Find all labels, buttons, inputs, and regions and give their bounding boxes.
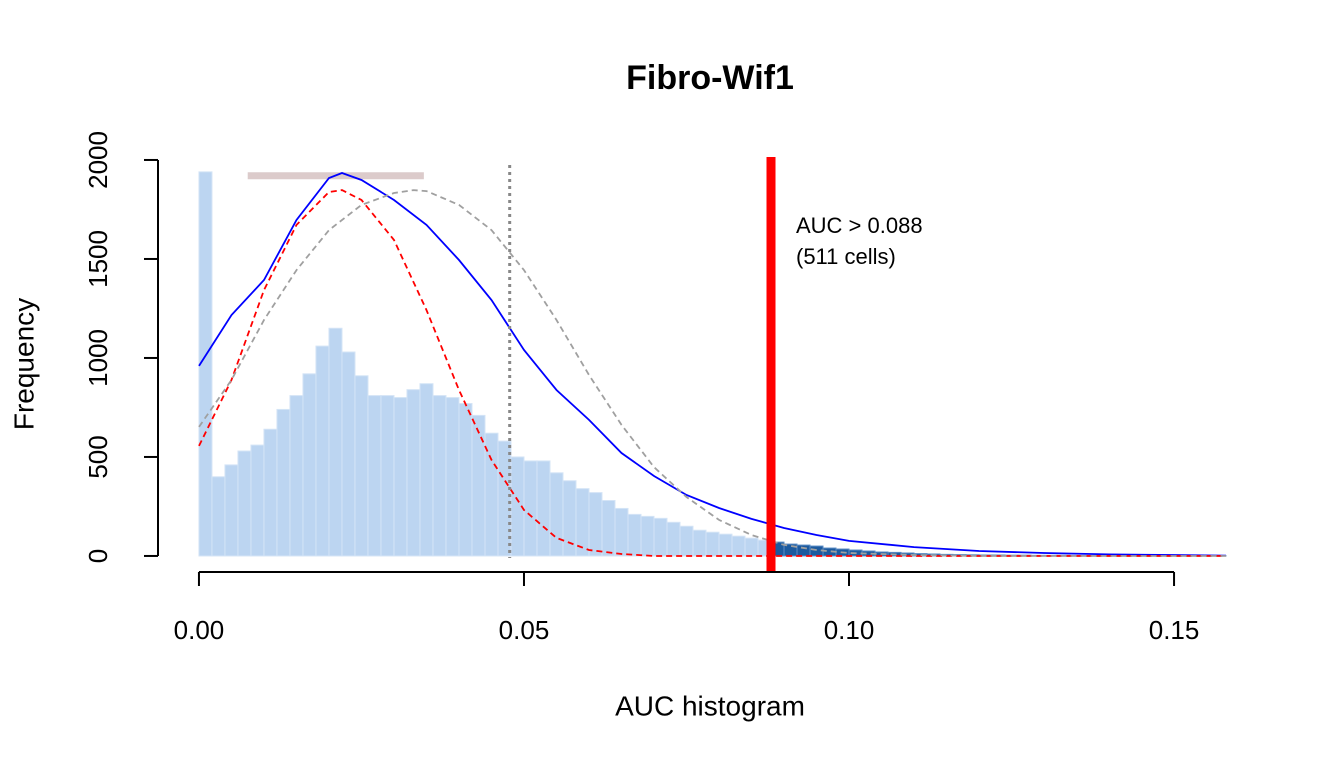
histogram-bar <box>237 450 252 557</box>
histogram-bar <box>432 395 447 557</box>
histogram-bar <box>263 428 278 557</box>
y-tick-label: 1500 <box>83 230 113 288</box>
y-tick-label: 2000 <box>83 131 113 189</box>
histogram-bar <box>458 403 473 557</box>
histogram-bar <box>679 525 694 557</box>
histogram-bar <box>536 460 551 557</box>
x-tick-label: 0.05 <box>499 615 550 645</box>
histogram-bar <box>315 345 330 557</box>
histogram-bar <box>614 507 629 557</box>
histogram-bar <box>406 389 421 557</box>
histogram-bar <box>718 533 733 557</box>
y-tick-label: 1000 <box>83 329 113 387</box>
histogram-bar <box>471 414 486 557</box>
histogram-bar <box>419 383 434 557</box>
histogram-bar <box>367 395 382 557</box>
histogram-bar <box>562 480 577 557</box>
histogram-bar <box>744 537 759 557</box>
density-curve <box>198 189 1226 557</box>
histogram-bar <box>250 444 265 557</box>
histogram-bar <box>653 517 668 557</box>
histogram-bar <box>627 513 642 557</box>
density-curve <box>198 189 1226 557</box>
y-tick-label: 500 <box>83 435 113 478</box>
histogram-bar <box>380 395 395 557</box>
histogram-bar <box>354 375 369 557</box>
histogram-bar <box>705 531 720 557</box>
histogram-bar <box>341 351 356 557</box>
threshold-cells-label: (511 cells) <box>796 244 896 269</box>
x-axis-label: AUC histogram <box>615 690 805 721</box>
chart-title: Fibro-Wif1 <box>626 59 794 97</box>
y-tick-label: 0 <box>83 549 113 563</box>
histogram-bar <box>796 544 811 557</box>
histogram-bar <box>224 464 239 557</box>
histogram-bar <box>588 492 603 557</box>
histogram-bar <box>211 476 226 557</box>
histogram-bar <box>523 460 538 557</box>
histogram-bar <box>731 535 746 557</box>
y-axis-label: Frequency <box>8 298 39 430</box>
histogram-bar <box>289 395 304 557</box>
histogram-bar <box>393 397 408 557</box>
histogram-bar <box>666 521 681 557</box>
histogram-bar <box>549 472 564 557</box>
x-tick-label: 0.10 <box>824 615 875 645</box>
histogram-bar <box>328 327 343 557</box>
histogram-bar <box>445 397 460 557</box>
density-curve <box>198 172 1227 557</box>
threshold-label: AUC > 0.088 <box>796 213 923 238</box>
x-tick-label: 0.00 <box>174 615 225 645</box>
x-tick-label: 0.15 <box>1149 615 1200 645</box>
histogram-bar <box>601 500 616 557</box>
histogram-bar <box>692 529 707 557</box>
histogram-bar <box>276 408 291 557</box>
histogram-bar <box>302 373 317 557</box>
histogram-bar <box>198 171 213 557</box>
histogram-bar <box>640 515 655 557</box>
